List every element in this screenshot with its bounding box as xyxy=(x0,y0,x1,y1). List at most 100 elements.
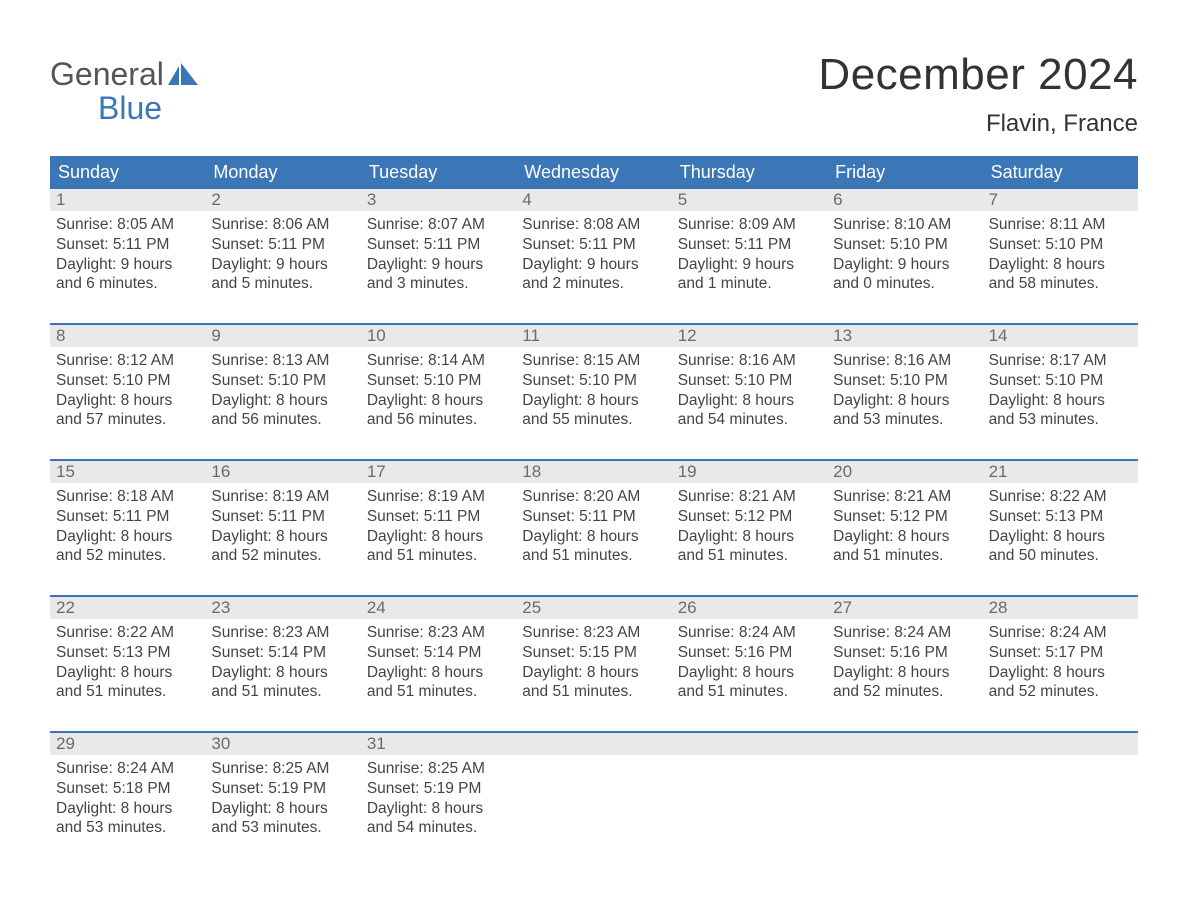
daylight-text: Daylight: 8 hours xyxy=(989,527,1132,547)
day-cell: Sunrise: 8:21 AMSunset: 5:12 PMDaylight:… xyxy=(672,483,827,579)
day-number xyxy=(516,733,671,755)
daylight-text: Daylight: 8 hours xyxy=(522,527,665,547)
day-cell: Sunrise: 8:21 AMSunset: 5:12 PMDaylight:… xyxy=(827,483,982,579)
daylight-text: and 51 minutes. xyxy=(678,546,821,566)
day-cell: Sunrise: 8:23 AMSunset: 5:15 PMDaylight:… xyxy=(516,619,671,715)
daylight-text: and 58 minutes. xyxy=(989,274,1132,294)
sunset-text: Sunset: 5:10 PM xyxy=(522,371,665,391)
day-number: 14 xyxy=(983,325,1138,347)
day-number: 20 xyxy=(827,461,982,483)
sunrise-text: Sunrise: 8:24 AM xyxy=(833,623,976,643)
sunrise-text: Sunrise: 8:23 AM xyxy=(522,623,665,643)
sunrise-text: Sunrise: 8:24 AM xyxy=(56,759,199,779)
sunset-text: Sunset: 5:11 PM xyxy=(522,235,665,255)
day-header-row: Sunday Monday Tuesday Wednesday Thursday… xyxy=(50,156,1138,189)
daylight-text: Daylight: 8 hours xyxy=(678,391,821,411)
sunset-text: Sunset: 5:12 PM xyxy=(833,507,976,527)
sunrise-text: Sunrise: 8:13 AM xyxy=(211,351,354,371)
day-number: 25 xyxy=(516,597,671,619)
daylight-text: Daylight: 8 hours xyxy=(367,799,510,819)
day-number: 4 xyxy=(516,189,671,211)
daynum-row: 1234567 xyxy=(50,189,1138,211)
day-cell: Sunrise: 8:16 AMSunset: 5:10 PMDaylight:… xyxy=(827,347,982,443)
sunset-text: Sunset: 5:15 PM xyxy=(522,643,665,663)
day-cell: Sunrise: 8:18 AMSunset: 5:11 PMDaylight:… xyxy=(50,483,205,579)
sunrise-text: Sunrise: 8:18 AM xyxy=(56,487,199,507)
daylight-text: and 54 minutes. xyxy=(367,818,510,838)
daylight-text: and 54 minutes. xyxy=(678,410,821,430)
calendar-week: 22232425262728Sunrise: 8:22 AMSunset: 5:… xyxy=(50,595,1138,715)
day-cell: Sunrise: 8:22 AMSunset: 5:13 PMDaylight:… xyxy=(983,483,1138,579)
daylight-text: and 56 minutes. xyxy=(367,410,510,430)
calendar-week: 1234567Sunrise: 8:05 AMSunset: 5:11 PMDa… xyxy=(50,189,1138,307)
sunset-text: Sunset: 5:14 PM xyxy=(211,643,354,663)
day-number: 16 xyxy=(205,461,360,483)
sunrise-text: Sunrise: 8:07 AM xyxy=(367,215,510,235)
day-number: 29 xyxy=(50,733,205,755)
daylight-text: Daylight: 9 hours xyxy=(367,255,510,275)
daylight-text: Daylight: 9 hours xyxy=(522,255,665,275)
sunset-text: Sunset: 5:19 PM xyxy=(211,779,354,799)
daylight-text: Daylight: 8 hours xyxy=(56,799,199,819)
daylight-text: Daylight: 8 hours xyxy=(211,527,354,547)
sunset-text: Sunset: 5:19 PM xyxy=(367,779,510,799)
sunrise-text: Sunrise: 8:16 AM xyxy=(833,351,976,371)
sunset-text: Sunset: 5:10 PM xyxy=(989,235,1132,255)
daylight-text: and 51 minutes. xyxy=(522,546,665,566)
logo-line1: General xyxy=(50,58,198,92)
sunset-text: Sunset: 5:18 PM xyxy=(56,779,199,799)
sunset-text: Sunset: 5:11 PM xyxy=(211,507,354,527)
day-cell xyxy=(827,755,982,851)
sunrise-text: Sunrise: 8:22 AM xyxy=(56,623,199,643)
day-number: 30 xyxy=(205,733,360,755)
daylight-text: and 57 minutes. xyxy=(56,410,199,430)
day-cell: Sunrise: 8:24 AMSunset: 5:16 PMDaylight:… xyxy=(827,619,982,715)
day-header: Wednesday xyxy=(516,156,671,189)
daylight-text: Daylight: 8 hours xyxy=(833,391,976,411)
day-number: 6 xyxy=(827,189,982,211)
sunset-text: Sunset: 5:11 PM xyxy=(367,507,510,527)
day-cell: Sunrise: 8:06 AMSunset: 5:11 PMDaylight:… xyxy=(205,211,360,307)
day-cell: Sunrise: 8:16 AMSunset: 5:10 PMDaylight:… xyxy=(672,347,827,443)
sunset-text: Sunset: 5:13 PM xyxy=(989,507,1132,527)
daylight-text: Daylight: 8 hours xyxy=(522,391,665,411)
title-block: December 2024 Flavin, France xyxy=(818,50,1138,138)
daylight-text: and 0 minutes. xyxy=(833,274,976,294)
day-number: 28 xyxy=(983,597,1138,619)
day-number: 15 xyxy=(50,461,205,483)
daylight-text: Daylight: 8 hours xyxy=(678,527,821,547)
daylight-text: Daylight: 8 hours xyxy=(989,663,1132,683)
daylight-text: and 53 minutes. xyxy=(211,818,354,838)
sunset-text: Sunset: 5:12 PM xyxy=(678,507,821,527)
sunrise-text: Sunrise: 8:06 AM xyxy=(211,215,354,235)
day-number: 3 xyxy=(361,189,516,211)
day-cell: Sunrise: 8:11 AMSunset: 5:10 PMDaylight:… xyxy=(983,211,1138,307)
day-cell: Sunrise: 8:09 AMSunset: 5:11 PMDaylight:… xyxy=(672,211,827,307)
daylight-text: and 52 minutes. xyxy=(833,682,976,702)
day-header: Thursday xyxy=(672,156,827,189)
day-cell: Sunrise: 8:19 AMSunset: 5:11 PMDaylight:… xyxy=(361,483,516,579)
calendar-week: 891011121314Sunrise: 8:12 AMSunset: 5:10… xyxy=(50,323,1138,443)
daylight-text: and 5 minutes. xyxy=(211,274,354,294)
daylight-text: and 51 minutes. xyxy=(211,682,354,702)
sunrise-text: Sunrise: 8:09 AM xyxy=(678,215,821,235)
sunset-text: Sunset: 5:10 PM xyxy=(989,371,1132,391)
daylight-text: Daylight: 8 hours xyxy=(56,527,199,547)
daylight-text: and 53 minutes. xyxy=(989,410,1132,430)
daylight-text: and 6 minutes. xyxy=(56,274,199,294)
daylight-text: Daylight: 9 hours xyxy=(56,255,199,275)
day-cell: Sunrise: 8:22 AMSunset: 5:13 PMDaylight:… xyxy=(50,619,205,715)
day-number: 17 xyxy=(361,461,516,483)
day-header: Sunday xyxy=(50,156,205,189)
sunset-text: Sunset: 5:10 PM xyxy=(833,371,976,391)
calendar-week: 293031Sunrise: 8:24 AMSunset: 5:18 PMDay… xyxy=(50,731,1138,851)
day-cell xyxy=(672,755,827,851)
day-number: 12 xyxy=(672,325,827,347)
day-cell: Sunrise: 8:24 AMSunset: 5:17 PMDaylight:… xyxy=(983,619,1138,715)
daylight-text: Daylight: 8 hours xyxy=(678,663,821,683)
sunrise-text: Sunrise: 8:19 AM xyxy=(211,487,354,507)
day-cell: Sunrise: 8:25 AMSunset: 5:19 PMDaylight:… xyxy=(205,755,360,851)
daylight-text: Daylight: 9 hours xyxy=(678,255,821,275)
sunrise-text: Sunrise: 8:08 AM xyxy=(522,215,665,235)
day-header: Tuesday xyxy=(361,156,516,189)
